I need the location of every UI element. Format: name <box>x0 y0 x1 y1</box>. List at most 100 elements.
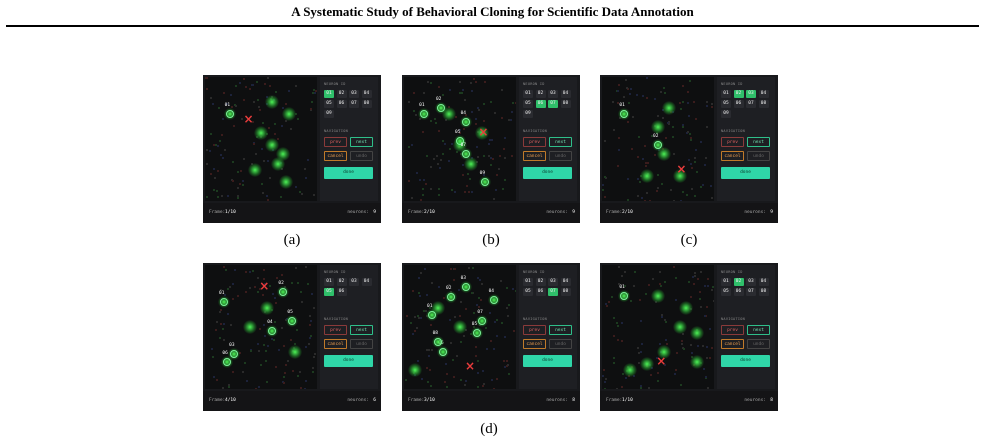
noise <box>289 339 292 342</box>
noise <box>281 273 284 276</box>
marker-label: 03 <box>460 276 467 282</box>
noise <box>694 148 697 151</box>
noise <box>228 286 231 289</box>
noise <box>477 296 480 299</box>
noise <box>692 276 695 279</box>
noise <box>469 178 472 181</box>
noise <box>264 360 267 363</box>
noise <box>617 265 620 268</box>
noise <box>210 172 213 175</box>
noise <box>674 369 677 372</box>
noise <box>663 92 666 95</box>
noise <box>627 121 630 124</box>
noise <box>437 286 440 289</box>
noise <box>221 134 224 137</box>
frame-value: 1/10 <box>225 210 236 215</box>
noise <box>705 100 708 103</box>
noise <box>488 155 491 158</box>
section-label: NEURON ID <box>324 82 346 86</box>
noise <box>262 192 265 195</box>
noise <box>311 100 314 103</box>
button-prev: prev <box>721 137 744 147</box>
panel-caption: (b) <box>482 232 500 248</box>
noise <box>460 92 463 95</box>
noise <box>490 138 493 141</box>
noise <box>682 85 685 88</box>
delete-mark: × <box>656 353 667 368</box>
control-panel: NEURON ID 01 02 03 04 05 06 07 08 NAVIGATION prev n… <box>519 265 577 389</box>
noise <box>617 137 620 140</box>
noise <box>305 380 308 383</box>
button-undo: undo <box>747 151 770 161</box>
marker-label: 02 <box>435 97 442 102</box>
noise <box>310 334 313 337</box>
noise <box>307 159 310 162</box>
noise <box>631 115 634 118</box>
noise <box>249 87 252 90</box>
noise <box>629 92 632 95</box>
noise <box>311 293 314 296</box>
noise <box>281 380 284 383</box>
noise <box>692 101 695 104</box>
neuron-id: 07 <box>548 288 558 296</box>
noise <box>420 317 423 320</box>
noise <box>232 180 235 183</box>
noise <box>462 174 465 177</box>
noise <box>447 160 450 163</box>
cell-blob <box>679 301 693 316</box>
noise <box>679 384 682 387</box>
noise <box>444 380 447 383</box>
noise <box>265 380 268 383</box>
status-bar: Frame: 2/10 neurons: 9 <box>402 203 580 223</box>
neuron-id: 08 <box>560 288 571 296</box>
neuron-id: 05 <box>523 288 533 296</box>
marker-label: 07 <box>460 142 467 148</box>
noise <box>241 117 244 120</box>
noise <box>448 105 451 108</box>
noise <box>205 77 207 79</box>
noise <box>702 184 705 187</box>
noise <box>707 277 710 280</box>
noise <box>425 293 428 296</box>
ui-screenshot: × 01 NEURON ID 01 02 03 04 05 06 07 08 NAVIGATION pr… <box>600 263 778 411</box>
cell-blob <box>254 125 268 140</box>
noise <box>644 293 647 296</box>
neurons-label: neurons: <box>744 398 766 403</box>
frame-value: 2/10 <box>622 210 633 215</box>
noise <box>490 101 493 104</box>
neurons-value: 6 <box>373 398 376 403</box>
button-done: done <box>523 355 572 367</box>
noise <box>691 352 694 355</box>
noise <box>620 321 623 324</box>
marker-label: 02 <box>446 286 452 292</box>
noise <box>706 126 708 129</box>
neuron-id: 01 <box>523 90 533 98</box>
noise <box>605 302 608 305</box>
button-prev: prev <box>721 325 744 335</box>
noise <box>438 166 441 169</box>
noise <box>422 309 425 312</box>
noise <box>249 349 252 352</box>
noise <box>456 151 459 154</box>
noise <box>460 379 463 381</box>
noise <box>264 350 267 353</box>
noise <box>500 117 503 120</box>
noise <box>478 305 481 308</box>
noise <box>612 100 615 103</box>
noise <box>205 87 208 90</box>
noise <box>425 183 428 186</box>
neuron-id: 07 <box>746 288 756 296</box>
noise <box>604 140 607 143</box>
noise <box>617 101 620 104</box>
noise <box>308 342 311 345</box>
button-undo: undo <box>350 339 373 349</box>
cell-blob <box>690 326 705 341</box>
panel-caption: (c) <box>680 232 698 248</box>
marker-label: 01 <box>224 103 231 109</box>
noise <box>510 155 513 158</box>
noise <box>506 314 509 317</box>
noise <box>455 355 458 358</box>
noise <box>690 295 693 298</box>
noise <box>470 82 473 85</box>
